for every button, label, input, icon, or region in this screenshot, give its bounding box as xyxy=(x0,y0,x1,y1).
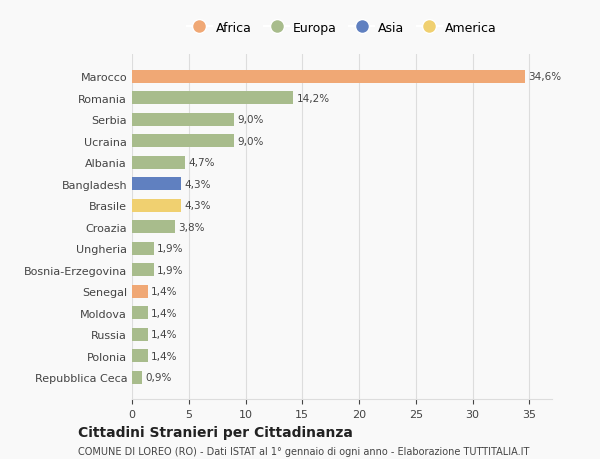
Text: 1,4%: 1,4% xyxy=(151,286,178,297)
Text: 9,0%: 9,0% xyxy=(238,136,264,146)
Text: 14,2%: 14,2% xyxy=(296,94,330,104)
Bar xyxy=(132,221,175,234)
Bar xyxy=(132,135,234,148)
Bar xyxy=(132,157,185,169)
Text: 3,8%: 3,8% xyxy=(179,222,205,232)
Text: 1,4%: 1,4% xyxy=(151,351,178,361)
Text: 9,0%: 9,0% xyxy=(238,115,264,125)
Bar xyxy=(132,328,148,341)
Bar xyxy=(132,371,142,384)
Bar xyxy=(132,113,234,127)
Bar xyxy=(132,285,148,298)
Bar xyxy=(132,199,181,212)
Text: 1,4%: 1,4% xyxy=(151,330,178,339)
Bar xyxy=(132,307,148,319)
Bar xyxy=(132,178,181,191)
Bar xyxy=(132,263,154,276)
Text: 4,7%: 4,7% xyxy=(189,158,215,168)
Bar xyxy=(132,349,148,362)
Text: 0,9%: 0,9% xyxy=(146,372,172,382)
Legend: Africa, Europa, Asia, America: Africa, Europa, Asia, America xyxy=(182,17,502,39)
Text: 1,4%: 1,4% xyxy=(151,308,178,318)
Text: 1,9%: 1,9% xyxy=(157,244,184,254)
Bar xyxy=(132,71,525,84)
Text: Cittadini Stranieri per Cittadinanza: Cittadini Stranieri per Cittadinanza xyxy=(78,425,353,439)
Bar xyxy=(132,92,293,105)
Text: 1,9%: 1,9% xyxy=(157,265,184,275)
Bar xyxy=(132,242,154,255)
Text: 34,6%: 34,6% xyxy=(528,72,561,82)
Text: 4,3%: 4,3% xyxy=(184,179,211,189)
Text: COMUNE DI LOREO (RO) - Dati ISTAT al 1° gennaio di ogni anno - Elaborazione TUTT: COMUNE DI LOREO (RO) - Dati ISTAT al 1° … xyxy=(78,447,529,456)
Text: 4,3%: 4,3% xyxy=(184,201,211,211)
